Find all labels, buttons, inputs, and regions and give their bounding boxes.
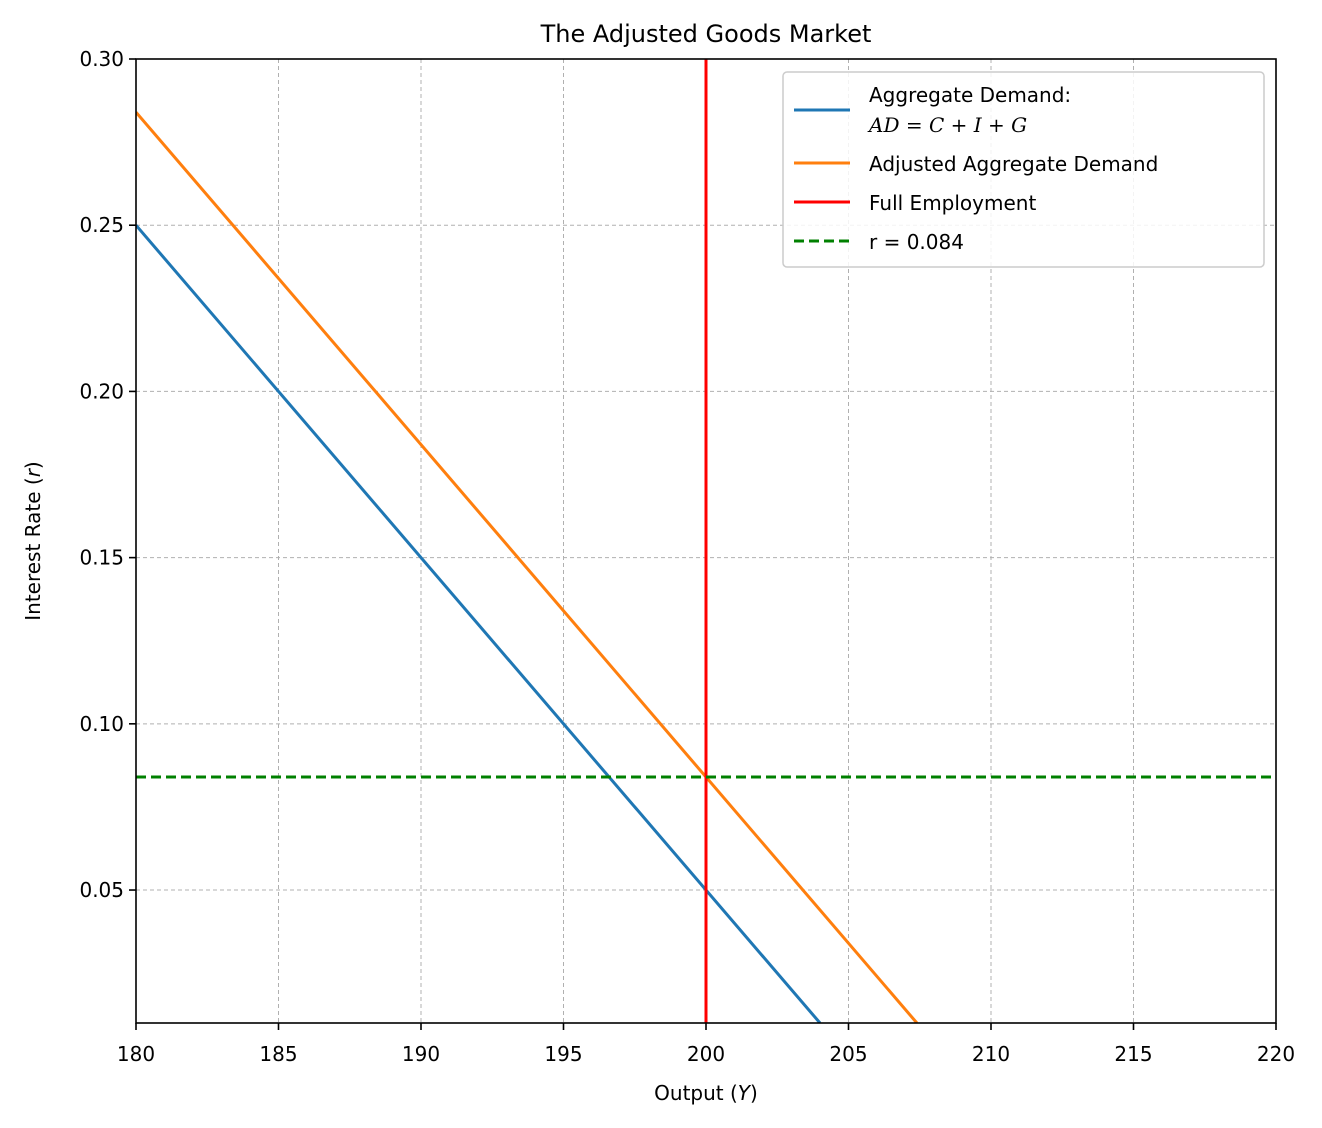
x-axis: 180 185 190 195 200 205 210 215 220 [117, 1023, 1295, 1066]
legend-entry-interest-rate: r = 0.084 [794, 230, 964, 254]
x-tick-label: 215 [1114, 1042, 1152, 1066]
series-aggregate-demand-line [136, 224, 822, 1023]
chart-title: The Adjusted Goods Market [540, 20, 872, 48]
y-tick-label: 0.25 [79, 213, 124, 237]
legend-label-adjusted-aggregate-demand: Adjusted Aggregate Demand [869, 152, 1158, 176]
legend-entry-aggregate-demand: Aggregate Demand: AD = C + I + G [794, 83, 1071, 137]
x-tick-label: 180 [117, 1042, 155, 1066]
y-tick-label: 0.15 [79, 546, 124, 570]
legend-entry-full-employment: Full Employment [794, 191, 1036, 215]
series-adjusted-aggregate-demand-line [136, 111, 919, 1023]
series-layer [136, 59, 1276, 1023]
legend-label-aggregate-demand: Aggregate Demand: [869, 83, 1071, 107]
y-axis: 0.05 0.10 0.15 0.20 0.25 0.30 [79, 47, 136, 902]
x-tick-label: 200 [687, 1042, 725, 1066]
x-tick-label: 210 [972, 1042, 1010, 1066]
legend-label-interest-rate: r = 0.084 [869, 230, 964, 254]
legend-frame [782, 71, 1265, 268]
legend: Aggregate Demand: AD = C + I + G Adjuste… [782, 71, 1265, 268]
y-tick-label: 0.05 [79, 878, 124, 902]
legend-entry-adjusted-aggregate-demand: Adjusted Aggregate Demand [794, 152, 1158, 176]
legend-label-full-employment: Full Employment [869, 191, 1036, 215]
x-tick-label: 185 [259, 1042, 297, 1066]
legend-label-aggregate-demand-formula: AD = C + I + G [867, 113, 1027, 137]
x-axis-title: Output (Y) [654, 1081, 758, 1105]
x-tick-label: 190 [402, 1042, 440, 1066]
y-tick-label: 0.10 [79, 712, 124, 736]
x-tick-label: 205 [829, 1042, 867, 1066]
x-tick-label: 220 [1257, 1042, 1295, 1066]
x-tick-label: 195 [544, 1042, 582, 1066]
y-axis-title: Interest Rate (r) [21, 461, 45, 621]
y-tick-label: 0.30 [79, 47, 124, 71]
y-tick-label: 0.20 [79, 379, 124, 403]
